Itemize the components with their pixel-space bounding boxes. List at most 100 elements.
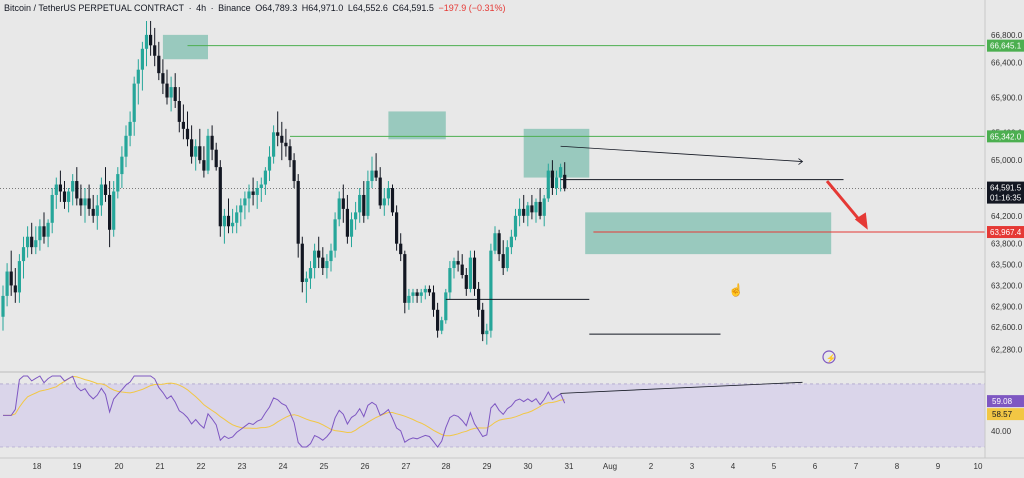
candle-body [411,292,415,296]
candlesticks [1,20,567,345]
candle-body [231,222,235,227]
candle [313,243,317,279]
candle [296,174,300,258]
candle-body [140,48,144,70]
candle [247,184,251,213]
down-arrow-icon [854,212,868,230]
candle-body [108,194,112,230]
candle [50,188,54,234]
candle [546,163,550,202]
candle [144,20,149,67]
time-tick-label: 5 [772,462,777,471]
candle [54,177,58,209]
candle-body [304,278,308,282]
candle [157,41,161,81]
zone-box [162,34,208,60]
time-tick-label: Aug [603,462,617,471]
time-tick-label: 28 [442,462,451,471]
candle [341,184,345,223]
candle [304,271,308,303]
candle-body [38,226,42,241]
candle [30,222,34,255]
candle-body [415,292,419,296]
candle [181,104,185,140]
candle [464,268,468,296]
level-high-label-bg [987,39,1024,52]
candle-body [333,219,337,251]
candle [378,167,382,209]
candle-body [30,236,34,248]
rsi-ma-label: 58.57 [992,410,1013,419]
candle [26,226,30,258]
candle-body [345,208,349,237]
level-mid-label-bg [987,130,1024,143]
ohlc-close: C64,591.5 [392,3,434,13]
interval-label[interactable]: 4h [196,3,207,13]
lightning-badge-icon [822,350,836,364]
candle-body [54,184,58,195]
candle [71,174,75,206]
price-tick-label: 63,500.0 [991,261,1023,270]
candle [177,87,181,133]
price-tick-label: 66,400.0 [991,59,1023,68]
candle [431,285,436,317]
candle [382,188,386,216]
candle [415,288,419,303]
candle-body [386,188,390,199]
candle-body [222,215,226,227]
candle-body [554,177,559,188]
time-tick-label: 23 [238,462,247,471]
candle [395,205,399,251]
candle [87,184,91,216]
candle [222,208,226,244]
zone-box [585,212,832,255]
candle-body [243,198,247,206]
candle-body [374,170,378,178]
time-tick-label: 9 [936,462,941,471]
candle [46,219,50,248]
candle-body [132,83,136,122]
candle-body [185,128,190,140]
time-tick-label: 27 [402,462,411,471]
ohlc-high: H64,971.0 [301,3,344,13]
candle-body [444,292,448,321]
candle-body [210,135,214,150]
candle [276,111,280,147]
candle-body [358,194,362,213]
candle [386,181,390,206]
candle-body [366,181,370,216]
candle-body [563,174,567,189]
candle [456,250,460,272]
candle [518,198,522,227]
rsi-ma-line [3,375,565,437]
candle-body [431,292,436,310]
candle-body [505,247,509,269]
hand-cursor-icon: ☝ [729,282,744,297]
symbol-name[interactable]: Bitcoin / TetherUS PERPETUAL CONTRACT [4,3,185,13]
ohlc-open: O64,789.3 [255,3,298,13]
price-tick-label: 63,800.0 [991,240,1023,249]
candle [284,128,288,157]
candle [267,146,272,182]
candle-body [144,34,149,49]
candle-body [546,170,550,199]
candle [497,229,501,262]
candle-body [67,191,71,202]
candle [399,233,403,262]
candle [452,257,456,279]
candle-body [26,236,30,248]
candle-body [120,156,124,175]
candle-body [284,142,288,147]
candle-body [300,243,304,282]
level-high-label: 66,645.1 [990,42,1022,51]
trend-line [560,145,803,162]
candle [468,250,472,293]
candle-body [190,139,194,157]
candle-body [550,170,554,188]
candle [349,212,354,248]
level-mid-label: 65,342.0 [990,132,1022,141]
candle-body [497,233,501,255]
candle [202,146,206,178]
